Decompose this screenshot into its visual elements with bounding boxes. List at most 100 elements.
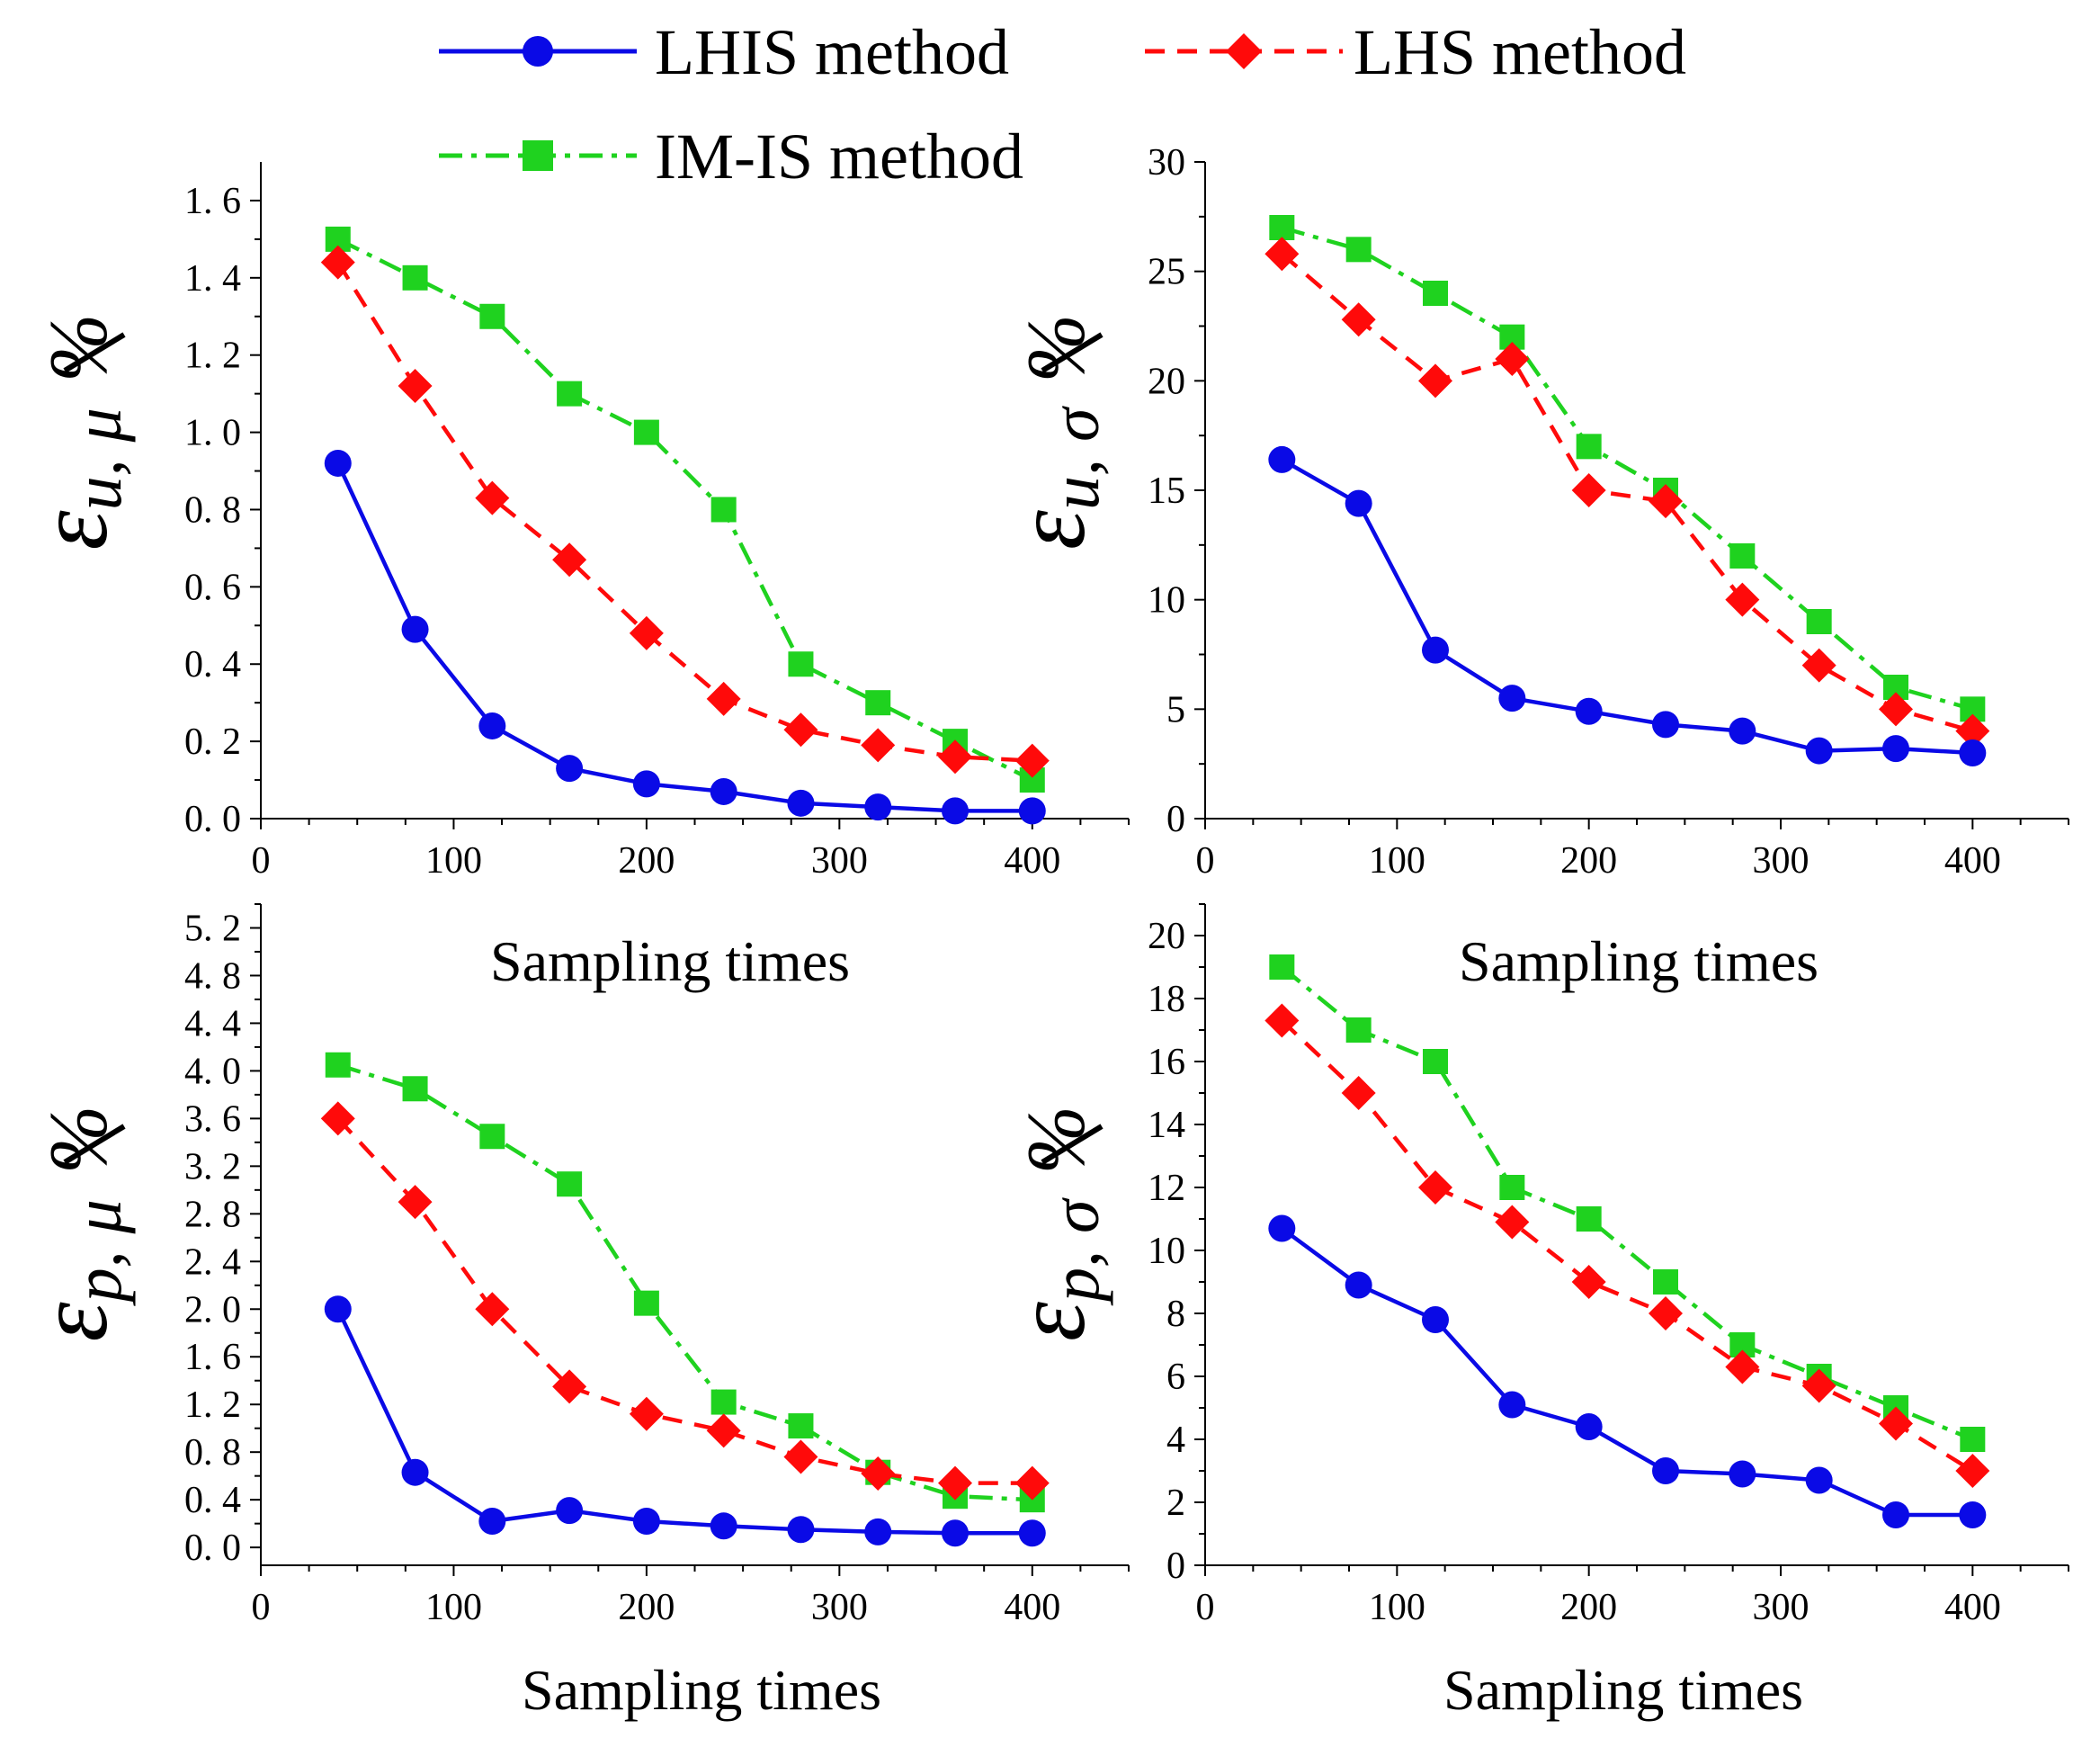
x-tick-label: 200 <box>618 840 675 882</box>
panel-p-mu-ylabel: εp, μ% <box>17 1106 136 1342</box>
panel-u-sigma-xlabel: Sampling times <box>1459 929 1819 993</box>
legend-label-imis: IM-IS method <box>655 121 1023 193</box>
data-point-imis <box>1729 543 1756 569</box>
data-point-lhs <box>1341 1076 1376 1110</box>
data-point-lhis <box>401 1458 429 1486</box>
data-point-lhs <box>475 480 510 515</box>
data-point-lhs <box>938 1465 972 1501</box>
data-point-lhis <box>1575 697 1603 725</box>
data-point-lhis <box>1268 1214 1296 1242</box>
series-imis <box>1269 954 1986 1452</box>
series-lhs <box>320 1101 1050 1501</box>
panel-u-mu-ylabel: εu, μ% <box>17 314 136 551</box>
data-point-imis <box>865 690 891 716</box>
panel-p-mu-xlabel: Sampling times <box>522 1658 881 1722</box>
data-point-lhs <box>1879 692 1913 727</box>
y-tick-label: 18 <box>1148 979 1185 1020</box>
x-tick-label: 100 <box>1369 840 1425 882</box>
y-tick-label: 2. 8 <box>184 1194 241 1235</box>
legend-marker-lhis <box>523 36 553 67</box>
data-point-imis <box>788 651 814 677</box>
data-point-lhis <box>787 1516 815 1544</box>
series-imis <box>1269 215 1986 722</box>
data-point-imis <box>325 1052 351 1078</box>
legend-label-lhs: LHS method <box>1354 16 1686 88</box>
data-point-imis <box>479 1124 505 1150</box>
data-point-imis <box>557 1171 583 1197</box>
data-point-lhis <box>324 449 352 477</box>
data-point-lhs <box>629 1396 664 1431</box>
y-tick-label: 1. 6 <box>184 181 241 222</box>
data-point-lhs <box>1801 648 1836 683</box>
ylabel-unit: % <box>32 1106 124 1175</box>
y-tick-label: 0. 6 <box>184 567 241 608</box>
legend-item-imis: IM-IS method <box>439 121 1023 193</box>
data-point-lhs <box>475 1292 510 1327</box>
legend: LHIS method LHS method IM-IS method <box>439 16 1686 193</box>
data-point-lhis <box>324 1295 352 1323</box>
series-line-lhs <box>336 1116 1032 1485</box>
series-lhs <box>1264 1003 1990 1488</box>
y-tick-label: 1. 4 <box>184 258 241 300</box>
axes: 0 100 200 300 400 0. 0 0. 2 0. 4 0. 6 0. 8 1. 0 1. … <box>184 162 1130 882</box>
data-point-lhs <box>398 369 433 404</box>
series-lhis <box>324 1295 1046 1547</box>
data-point-lhs <box>1955 1454 1990 1488</box>
svg-text:εp, σ%: εp, σ% <box>995 1106 1113 1341</box>
data-point-lhis <box>787 789 815 817</box>
data-point-lhs <box>1418 363 1452 399</box>
data-point-imis <box>1806 609 1832 634</box>
data-point-lhis <box>556 1497 584 1525</box>
y-tick-label: 25 <box>1148 252 1185 293</box>
data-point-lhs <box>1418 1170 1452 1205</box>
data-point-lhs <box>861 728 896 763</box>
data-point-imis <box>1576 1206 1602 1232</box>
data-point-imis <box>788 1413 814 1439</box>
data-point-imis <box>710 497 737 523</box>
series-line-lhis <box>1280 1226 1973 1518</box>
y-tick-label: 8 <box>1166 1294 1185 1335</box>
x-tick-label: 400 <box>1944 840 2001 882</box>
data-point-lhs <box>1879 1406 1913 1441</box>
series-line-imis <box>336 237 1033 783</box>
panel-u-sigma: εu, σ% Sampling times 0 100 200 300 400 0 5 10 1… <box>995 142 2069 993</box>
series-line-lhis <box>335 1308 1032 1536</box>
y-tick-label: 0. 8 <box>184 1432 241 1474</box>
x-tick-label: 400 <box>1004 1587 1060 1628</box>
data-point-imis <box>1269 215 1295 240</box>
data-point-lhs <box>1955 713 1990 748</box>
svg-text:εu, σ%: εu, σ% <box>995 314 1113 550</box>
ylabel-unit: % <box>32 314 124 383</box>
data-point-lhs <box>1014 743 1050 778</box>
panel-p-sigma-xlabel: Sampling times <box>1443 1658 1803 1722</box>
data-point-lhis <box>1345 489 1372 517</box>
y-tick-label: 2. 0 <box>184 1289 241 1330</box>
legend-marker-lhs <box>1226 33 1262 69</box>
data-point-lhis <box>1805 737 1833 765</box>
data-point-lhs <box>320 245 355 280</box>
y-tick-label: 20 <box>1148 361 1185 402</box>
series-lhis <box>1268 445 1987 766</box>
y-tick-label: 1. 0 <box>184 413 241 454</box>
data-point-lhis <box>864 1518 892 1545</box>
y-tick-label: 16 <box>1148 1042 1185 1083</box>
ylabel-unit: % <box>1010 1106 1102 1175</box>
data-point-lhs <box>1649 484 1683 519</box>
series-line-imis <box>1280 965 1974 1442</box>
y-tick-label: 3. 6 <box>184 1098 241 1140</box>
data-point-imis <box>1576 434 1602 460</box>
data-point-imis <box>1345 237 1372 263</box>
y-tick-label: 5. 2 <box>184 908 241 949</box>
y-tick-label: 0. 0 <box>184 799 241 840</box>
legend-label-lhis: LHIS method <box>655 16 1009 88</box>
ylabel-symbol: ε <box>995 509 1106 550</box>
y-tick-label: 1. 2 <box>184 1384 241 1426</box>
y-tick-label: 0. 4 <box>184 644 241 685</box>
data-point-imis <box>479 303 505 329</box>
series-line-lhis <box>1281 457 1973 756</box>
series-lhis <box>324 449 1046 825</box>
x-tick-label: 200 <box>1560 1587 1617 1628</box>
x-tick-label: 100 <box>1369 1587 1425 1628</box>
